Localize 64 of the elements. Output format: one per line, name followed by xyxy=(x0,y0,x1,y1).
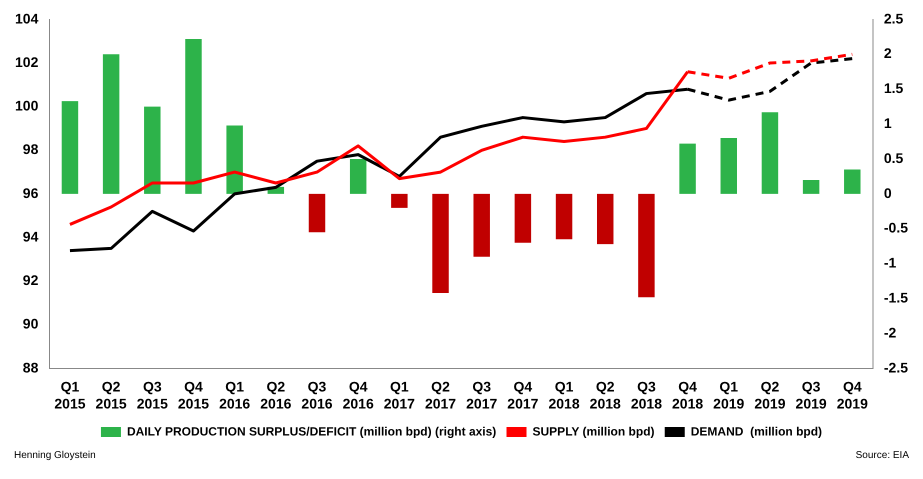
y2-tick-label: -2 xyxy=(884,324,897,340)
bar xyxy=(596,194,614,244)
bar xyxy=(432,194,449,294)
bar xyxy=(308,194,326,232)
y2-tick-label: 1.5 xyxy=(884,80,904,96)
y2-tick-label: -2.5 xyxy=(884,359,908,376)
y-tick-label: 92 xyxy=(22,272,39,288)
x-tick-label: Q3 2018 xyxy=(630,378,662,412)
text: Henning Gloystein xyxy=(14,450,96,461)
bar xyxy=(473,194,490,257)
y2-tick-label: 1 xyxy=(884,114,892,131)
x-tick-label: Q3 2015 xyxy=(136,378,168,412)
x-tick-label: Q1 2016 xyxy=(219,378,250,412)
y2-tick-label: -1 xyxy=(884,254,897,271)
bar xyxy=(144,106,161,194)
bar xyxy=(514,194,532,243)
x-tick-label: Q2 2019 xyxy=(754,378,786,412)
x-tick-label: Q2 2016 xyxy=(260,378,292,412)
y-tick-label: 102 xyxy=(15,54,39,70)
bar xyxy=(638,194,655,298)
x-tick-label: Q3 2017 xyxy=(466,378,498,412)
x-tick-label: Q1 2019 xyxy=(713,378,745,412)
y2-tick-label: 0.5 xyxy=(884,150,904,166)
bar xyxy=(185,38,202,194)
bar xyxy=(556,194,572,240)
x-tick-label: Q4 2018 xyxy=(672,378,704,412)
y-tick-label: 104 xyxy=(15,10,39,26)
x-tick-label: Q3 2016 xyxy=(301,378,333,412)
y2-tick-label: 2.5 xyxy=(884,10,904,26)
y-tick-label: 100 xyxy=(15,98,39,114)
x-tick-label: Q2 2017 xyxy=(424,378,456,412)
y2-tick-label: 2 xyxy=(884,45,892,62)
y-tick-label: 94 xyxy=(22,228,39,244)
bar xyxy=(391,194,408,208)
bar xyxy=(62,101,78,194)
y-tick-label: 96 xyxy=(22,184,39,201)
x-tick-label: Q4 2015 xyxy=(178,378,210,412)
bar xyxy=(802,180,820,194)
y2-tick-label: 0 xyxy=(884,184,892,201)
legend-label: SUPPLY (million bpd) xyxy=(532,424,655,438)
x-tick-label: Q3 2019 xyxy=(796,378,827,412)
bar xyxy=(226,125,243,194)
legend-label: DEMAND (million bpd) xyxy=(690,424,822,438)
x-tick-label: Q1 2018 xyxy=(548,378,580,412)
legend-label: DAILY PRODUCTION SURPLUS/DEFICIT (million bpd) (right axis) xyxy=(126,424,496,438)
bar xyxy=(102,54,120,194)
source-note: Source: EIA xyxy=(856,450,909,461)
y-tick-label: 90 xyxy=(22,316,39,332)
bar xyxy=(762,112,778,194)
bar xyxy=(720,138,737,194)
x-tick-label: Q4 2019 xyxy=(836,378,868,412)
x-tick-label: Q4 2017 xyxy=(507,378,539,412)
y2-tick-label: -0.5 xyxy=(884,220,908,236)
x-tick-label: Q1 2015 xyxy=(54,378,86,412)
bar xyxy=(844,169,861,194)
x-tick-label: Q4 2016 xyxy=(342,378,374,412)
y-tick-label: 88 xyxy=(22,359,39,376)
x-tick-label: Q2 2018 xyxy=(590,378,622,412)
bar xyxy=(679,144,696,194)
x-tick-label: Q1 2017 xyxy=(384,378,416,412)
x-tick-label: Q2 2015 xyxy=(96,378,127,412)
bar xyxy=(350,159,366,194)
y2-tick-label: -1.5 xyxy=(884,289,908,306)
y-tick-label: 98 xyxy=(22,141,39,158)
